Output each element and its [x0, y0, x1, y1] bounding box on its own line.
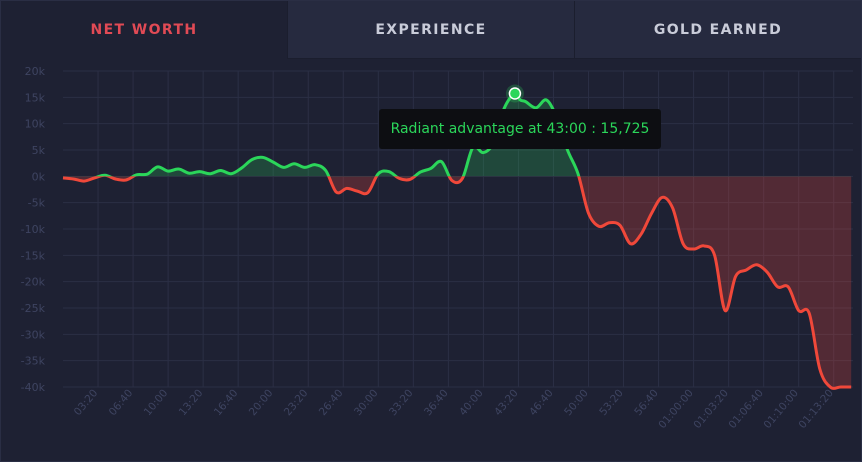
tab-experience[interactable]: EXPERIENCE	[287, 1, 574, 59]
y-tick-label: -5k	[28, 197, 46, 210]
y-tick-label: -35k	[21, 355, 46, 368]
x-tick-label: 26:40	[317, 387, 346, 418]
y-tick-label: -15k	[21, 249, 46, 262]
x-tick-label: 43:20	[492, 387, 521, 418]
y-tick-label: 10k	[25, 118, 46, 131]
x-tick-label: 20:00	[247, 387, 276, 418]
advantage-tooltip: Radiant advantage at 43:00 : 15,725	[379, 109, 661, 149]
x-tick-label: 03:20	[72, 387, 101, 418]
x-tick-label: 40:00	[457, 387, 486, 418]
dire-advantage-line	[62, 176, 852, 390]
x-tick-label: 46:40	[527, 387, 556, 418]
x-axis: 03:20 06:40 10:00 13:20 16:40 20:00 23:20 26:40…	[72, 387, 836, 431]
x-tick-label: 23:20	[282, 387, 311, 418]
hover-marker	[505, 84, 524, 103]
x-tick-label: 13:20	[177, 387, 206, 418]
chart-grid	[63, 70, 853, 388]
x-tick-label: 06:40	[107, 387, 136, 418]
chart-line	[62, 91, 852, 390]
tab-net-worth[interactable]: NET WORTH	[1, 1, 287, 59]
tab-gold-earned[interactable]: GOLD EARNED	[574, 1, 861, 59]
y-tick-label: -40k	[21, 381, 46, 394]
hover-point	[508, 87, 522, 100]
x-tick-label: 33:20	[387, 387, 416, 418]
graph-tabs: NET WORTH EXPERIENCE GOLD EARNED	[1, 1, 861, 59]
x-tick-label: 53:20	[597, 387, 626, 418]
radiant-advantage-line	[94, 91, 581, 177]
y-tick-label: -20k	[21, 276, 46, 289]
x-tick-label: 01:00:00	[656, 387, 696, 431]
y-tick-label: -30k	[21, 328, 46, 341]
y-tick-label: 0k	[32, 170, 46, 183]
advantage-chart: 20k 15k 10k 5k 0k -5k -10k -15k -20k -25k -30k -35k…	[21, 65, 853, 431]
y-tick-label: 20k	[25, 65, 46, 78]
y-axis: 20k 15k 10k 5k 0k -5k -10k -15k -20k -25k -30k -35k…	[21, 65, 46, 394]
x-tick-label: 01:06:40	[726, 387, 766, 431]
y-tick-label: -25k	[21, 302, 46, 315]
x-tick-label: 01:13:20	[797, 387, 837, 431]
x-tick-label: 01:03:20	[691, 387, 731, 431]
chart-area-fill	[63, 93, 852, 389]
x-tick-label: 30:00	[352, 387, 381, 418]
y-tick-label: 15k	[25, 91, 46, 104]
x-tick-label: 50:00	[562, 387, 591, 418]
x-tick-label: 36:40	[422, 387, 451, 418]
y-tick-label: -10k	[21, 223, 46, 236]
y-tick-label: 5k	[32, 144, 46, 157]
negative-area	[63, 176, 852, 389]
x-tick-label: 16:40	[212, 387, 241, 418]
x-tick-label: 01:10:00	[761, 387, 801, 431]
x-tick-label: 10:00	[142, 387, 171, 418]
x-tick-label: 56:40	[632, 387, 661, 418]
